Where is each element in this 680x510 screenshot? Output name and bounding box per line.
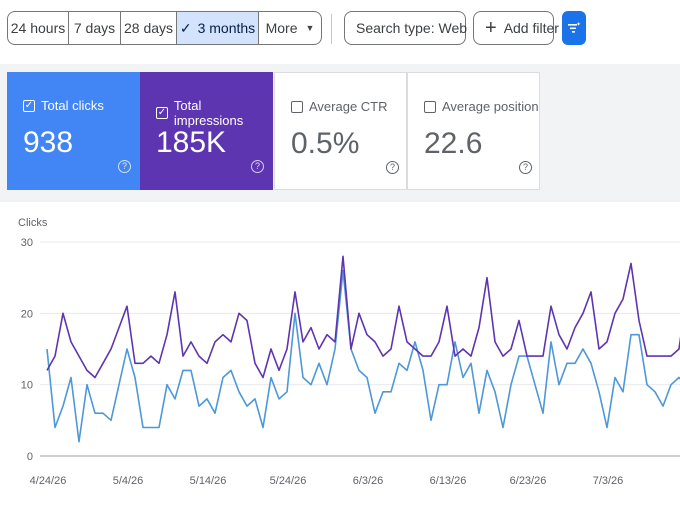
checkbox-checked-icon[interactable]: ✓ <box>23 99 35 112</box>
chip-3-months[interactable]: ✓ 3 months <box>177 12 259 44</box>
help-icon[interactable]: ? <box>251 160 264 173</box>
series-line <box>46 269 680 443</box>
metric-card-impressions[interactable]: ✓ Total impressions 185K ? <box>140 72 273 190</box>
metric-card-position[interactable]: Average position 22.6 ? <box>407 72 540 190</box>
metric-header: Average position <box>424 99 539 114</box>
chip-label: 24 hours <box>10 20 66 36</box>
check-icon: ✓ <box>179 19 192 36</box>
checkbox-unchecked-icon[interactable] <box>424 100 436 113</box>
toolbar: 24 hours 7 days 28 days ✓ 3 months More ▼ … <box>0 0 680 64</box>
metric-value: 22.6 <box>424 127 483 160</box>
metric-header: ✓ Total clicks <box>23 98 104 113</box>
chip-28-days[interactable]: 28 days <box>121 12 177 44</box>
performance-chart <box>0 202 680 510</box>
chip-24-hours[interactable]: 24 hours <box>8 12 69 44</box>
x-tick-label: 5/4/26 <box>113 475 144 487</box>
y-tick-label: 0 <box>27 451 33 463</box>
filter-sort-icon <box>568 22 581 33</box>
y-tick-label: 20 <box>21 308 33 320</box>
help-icon[interactable]: ? <box>386 161 399 174</box>
chip-7-days[interactable]: 7 days <box>69 12 121 44</box>
y-axis-title: Clicks <box>18 217 48 229</box>
metric-header: Average CTR <box>291 99 388 114</box>
help-icon[interactable]: ? <box>118 160 131 173</box>
series-line <box>46 255 680 379</box>
metric-card-clicks[interactable]: ✓ Total clicks 938 ? <box>7 72 140 190</box>
metric-value: 185K <box>156 126 227 159</box>
help-icon[interactable]: ? <box>519 161 532 174</box>
metric-value: 938 <box>23 126 74 159</box>
chip-label: More <box>265 20 298 36</box>
metric-label: Total clicks <box>41 98 104 113</box>
plus-icon: + <box>485 17 497 39</box>
filter-sort-button[interactable] <box>562 11 586 45</box>
chip-label: 7 days <box>73 20 116 36</box>
chip-more[interactable]: More ▼ <box>259 12 321 44</box>
x-tick-label: 7/3/26 <box>593 475 624 487</box>
chip-label: 28 days <box>123 20 174 36</box>
x-tick-label: 5/14/26 <box>190 475 227 487</box>
y-tick-label: 10 <box>21 380 33 392</box>
metric-label: Average position <box>442 99 539 114</box>
x-tick-label: 6/23/26 <box>510 475 547 487</box>
x-tick-label: 6/3/26 <box>353 475 384 487</box>
metric-label: Average CTR <box>309 99 388 114</box>
toolbar-divider <box>331 14 332 44</box>
search-type-label: Search type: Web <box>356 20 468 36</box>
checkbox-unchecked-icon[interactable] <box>291 100 303 113</box>
metric-label: Total impressions <box>173 98 244 128</box>
metric-value: 0.5% <box>291 127 360 160</box>
date-range-chips: 24 hours 7 days 28 days ✓ 3 months More ▼ <box>7 11 322 45</box>
x-tick-label: 5/24/26 <box>270 475 307 487</box>
x-tick-label: 6/13/26 <box>430 475 467 487</box>
y-tick-label: 30 <box>21 237 33 249</box>
metric-header: ✓ Total impressions <box>156 98 273 128</box>
add-filter-label: Add filter <box>503 20 559 36</box>
search-type-button[interactable]: Search type: Web ▼ <box>344 11 486 45</box>
chip-label: 3 months <box>197 20 256 36</box>
metric-card-ctr[interactable]: Average CTR 0.5% ? <box>274 72 407 190</box>
caret-down-icon: ▼ <box>305 23 315 33</box>
checkbox-checked-icon[interactable]: ✓ <box>156 107 168 119</box>
x-tick-label: 4/24/26 <box>30 475 67 487</box>
add-filter-button[interactable]: + Add filter <box>473 11 559 45</box>
